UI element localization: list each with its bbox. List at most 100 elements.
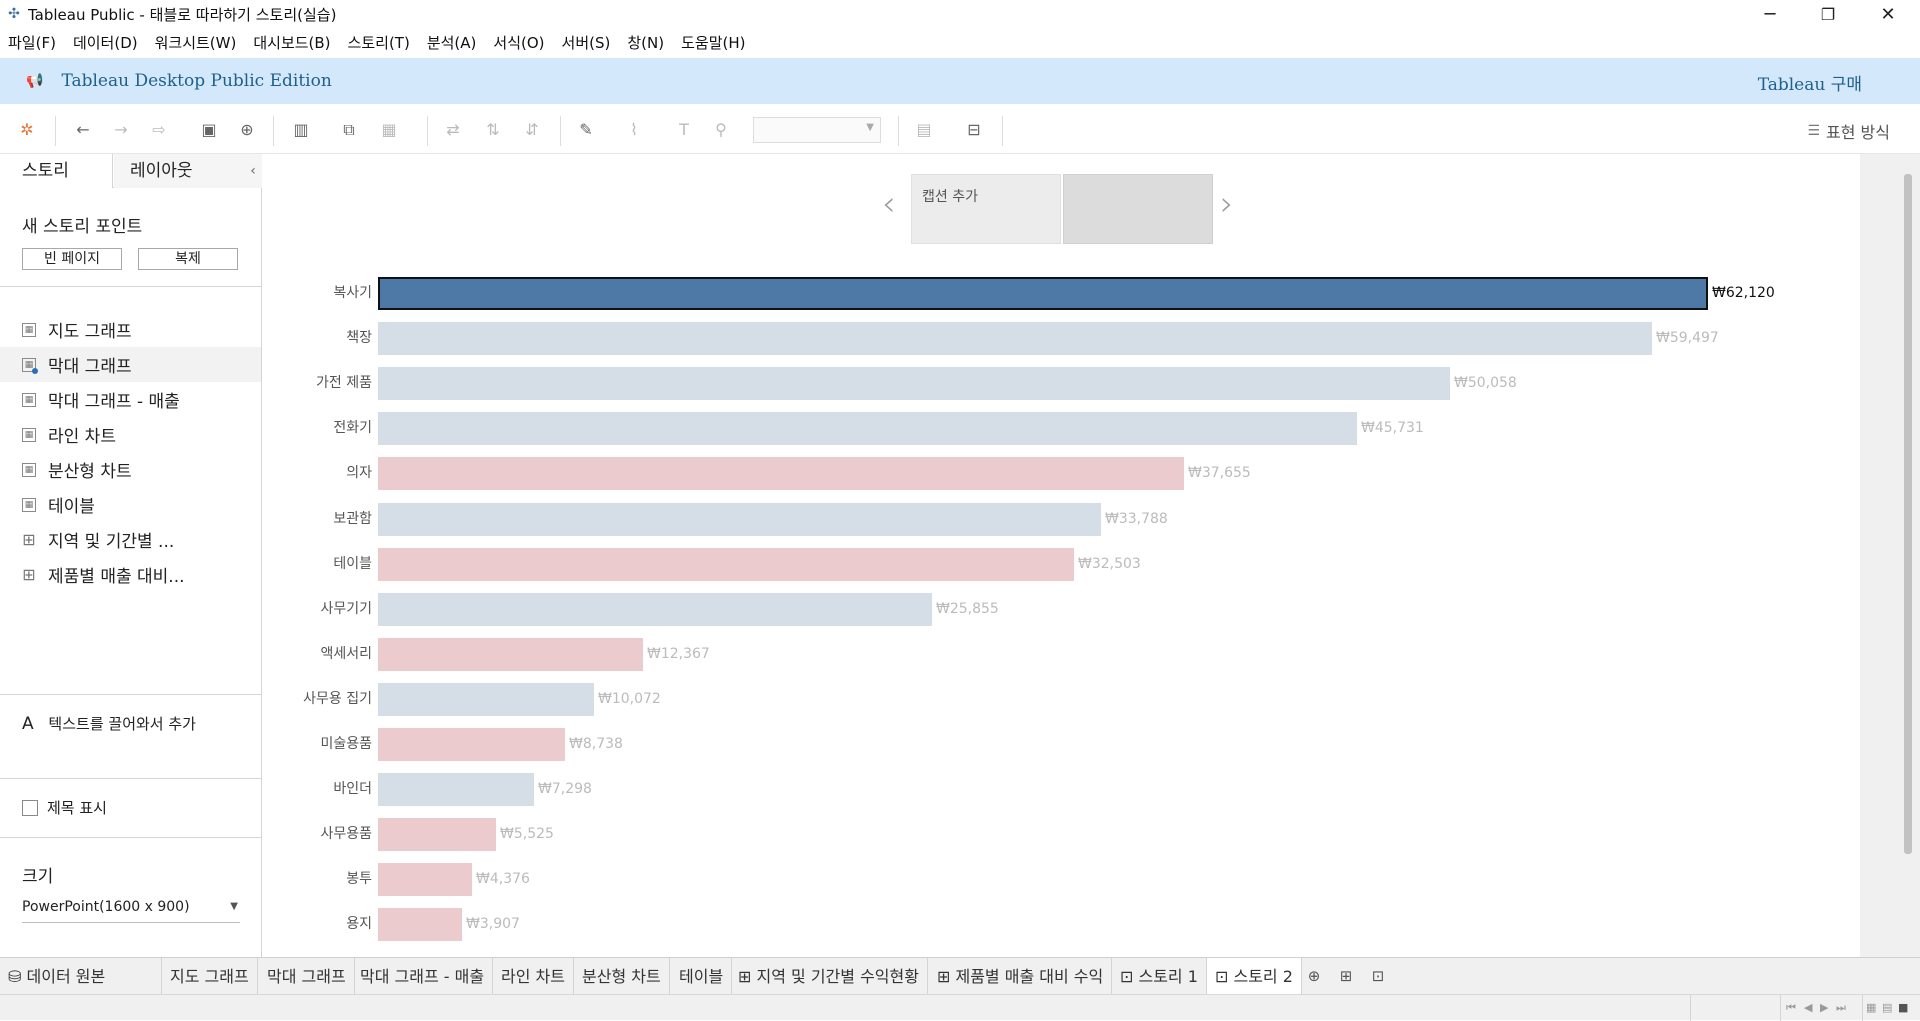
new-data-source-icon[interactable]: ⊕ [240, 120, 254, 139]
tab-story[interactable]: 스토리 [0, 154, 113, 188]
tab-data-source[interactable]: ⛁ 데이터 원본 [0, 958, 162, 995]
show-cards-icon[interactable]: ▤ [916, 120, 932, 139]
buy-tableau-link[interactable]: Tableau 구매 [1757, 75, 1862, 95]
tab-story-active[interactable]: ⊡ 스토리 2 [1207, 958, 1302, 995]
tab-story[interactable]: ⊡ 스토리 1 [1112, 958, 1207, 995]
tab-sheet[interactable]: 분산형 차트 [574, 958, 670, 995]
menu-dashboard[interactable]: 대시보드(B) [253, 33, 331, 52]
bar[interactable] [378, 818, 496, 852]
collapse-pane-icon[interactable]: ‹ [244, 154, 262, 188]
bar[interactable] [378, 908, 462, 942]
pin-icon[interactable]: ⚲ [715, 120, 727, 139]
bar-row: 의자 ₩37,655 [0, 456, 1920, 491]
bar[interactable] [378, 412, 1357, 446]
bar[interactable] [378, 502, 1101, 536]
tab-layout[interactable]: 레이아웃 [114, 154, 244, 188]
sheet-item[interactable]: ▦ 라인 차트 [0, 417, 261, 452]
next-sheet-icon[interactable]: ▶ [1820, 1001, 1829, 1014]
sheet-item[interactable]: ▦ 지도 그래프 [0, 312, 261, 347]
undo-icon[interactable]: ← [76, 120, 90, 139]
bar[interactable] [378, 592, 932, 626]
save-icon[interactable]: ▣ [201, 120, 217, 139]
first-sheet-icon[interactable]: ⏮ [1786, 1001, 1796, 1014]
restore-button[interactable]: ❐ [1820, 4, 1836, 24]
bar-value-label: ₩4,376 [476, 871, 530, 888]
sheet-item[interactable]: ⊞ 지역 및 기간별 ... [0, 522, 261, 557]
tab-sheet[interactable]: 라인 차트 [493, 958, 574, 995]
show-sheet-sorter-icon[interactable]: ■ [1898, 1001, 1909, 1014]
next-story-point-icon[interactable]: › [1220, 184, 1234, 224]
tab-sheet[interactable]: 테이블 [671, 958, 733, 995]
bar[interactable] [378, 637, 643, 671]
bar[interactable] [378, 322, 1652, 356]
redo-icon[interactable]: → [114, 120, 128, 139]
highlight-icon[interactable]: ✎ [579, 120, 593, 139]
menu-file[interactable]: 파일(F) [8, 33, 56, 52]
bar[interactable] [378, 457, 1184, 491]
menu-data[interactable]: 데이터(D) [72, 33, 138, 52]
vertical-scrollbar[interactable] [1904, 174, 1912, 854]
new-worksheet-tab-icon[interactable]: ⊕ [1307, 967, 1321, 985]
tab-sheet[interactable]: 막대 그래프 - 매출 [352, 958, 494, 995]
bar-row: 책장 ₩59,497 [0, 321, 1920, 356]
sheet-item[interactable]: ▦ 막대 그래프 [0, 347, 261, 382]
previous-story-point-icon[interactable]: ‹ [882, 184, 896, 224]
group-icon[interactable]: ⌇ [630, 120, 638, 139]
show-me-button[interactable]: ☰ 표현 방식 [1807, 119, 1890, 143]
worksheet-icon: ▦ [22, 357, 38, 374]
story-point-caption[interactable]: 캡션 추가 [911, 174, 1061, 244]
show-me-label: 표현 방식 [1826, 123, 1890, 142]
menu-story[interactable]: 스토리(T) [347, 33, 410, 52]
bar[interactable] [378, 547, 1074, 581]
show-tabs-icon[interactable]: ▤ [1882, 1001, 1893, 1014]
clear-sheet-icon[interactable]: ▦ [381, 120, 397, 139]
megaphone-icon: 📢 [26, 73, 44, 89]
sheet-item[interactable]: ▦ 테이블 [0, 487, 261, 522]
menu-analysis[interactable]: 분석(A) [426, 33, 477, 52]
bar[interactable] [378, 682, 594, 716]
new-dashboard-tab-icon[interactable]: ⊞ [1339, 967, 1353, 985]
checkbox-box[interactable] [22, 799, 38, 816]
label-icon[interactable]: T [679, 120, 689, 139]
tab-sheet[interactable]: 막대 그래프 [259, 958, 355, 995]
swap-icon[interactable]: ⇄ [446, 120, 460, 139]
bar[interactable] [378, 728, 565, 761]
replay-icon[interactable]: ⇨ [152, 120, 166, 139]
menu-window[interactable]: 창(N) [627, 33, 665, 52]
show-title-checkbox[interactable]: 제목 표시 [22, 797, 107, 818]
bar[interactable] [378, 863, 472, 897]
size-dropdown[interactable]: PowerPoint(1600 x 900) ▼ [22, 899, 240, 923]
duplicate-button[interactable]: 복제 [138, 248, 238, 270]
tableau-home-icon[interactable]: ✲ [20, 120, 34, 139]
last-sheet-icon[interactable]: ⏭ [1836, 1001, 1846, 1014]
menu-worksheet[interactable]: 워크시트(W) [154, 33, 237, 52]
menu-help[interactable]: 도움말(H) [681, 33, 746, 52]
duplicate-sheet-icon[interactable]: ⧉ [343, 120, 355, 139]
sort-ascending-icon[interactable]: ⇅ [486, 120, 500, 139]
tab-dashboard[interactable]: ⊞ 지역 및 기간별 수익현황 [730, 958, 928, 995]
new-worksheet-icon[interactable]: ▥ [293, 120, 309, 139]
minimize-button[interactable]: ─ [1764, 3, 1776, 25]
sheet-item[interactable]: ⊞ 제품별 매출 대비... [0, 557, 261, 592]
menu-format[interactable]: 서식(O) [493, 33, 545, 52]
presentation-mode-icon[interactable]: ⊟ [967, 120, 981, 139]
bar-value-label: ₩50,058 [1454, 375, 1517, 392]
sort-descending-icon[interactable]: ⇵ [525, 120, 539, 139]
blank-page-button[interactable]: 빈 페이지 [22, 248, 122, 270]
tab-dashboard[interactable]: ⊞ 제품별 매출 대비 수익 [929, 958, 1113, 995]
fit-dropdown[interactable]: ▼ [753, 117, 881, 143]
previous-sheet-icon[interactable]: ◀ [1804, 1001, 1813, 1014]
tab-sheet[interactable]: 지도 그래프 [162, 958, 258, 995]
new-story-tab-icon[interactable]: ⊡ [1371, 967, 1385, 985]
menu-server[interactable]: 서버(S) [561, 33, 611, 52]
sheet-item[interactable]: ▦ 분산형 차트 [0, 452, 261, 487]
sheet-label: 분산형 차트 [48, 462, 132, 482]
bar[interactable] [378, 773, 534, 807]
sheet-item[interactable]: ▦ 막대 그래프 - 매출 [0, 382, 261, 417]
bar[interactable] [378, 277, 1708, 310]
drag-text-item[interactable]: A 텍스트를 끌어와서 추가 [22, 713, 196, 734]
story-point-thumbnail[interactable] [1063, 174, 1213, 244]
bar[interactable] [378, 367, 1450, 401]
show-filmstrip-icon[interactable]: ▦ [1866, 1001, 1877, 1014]
close-button[interactable]: ✕ [1880, 3, 1896, 25]
